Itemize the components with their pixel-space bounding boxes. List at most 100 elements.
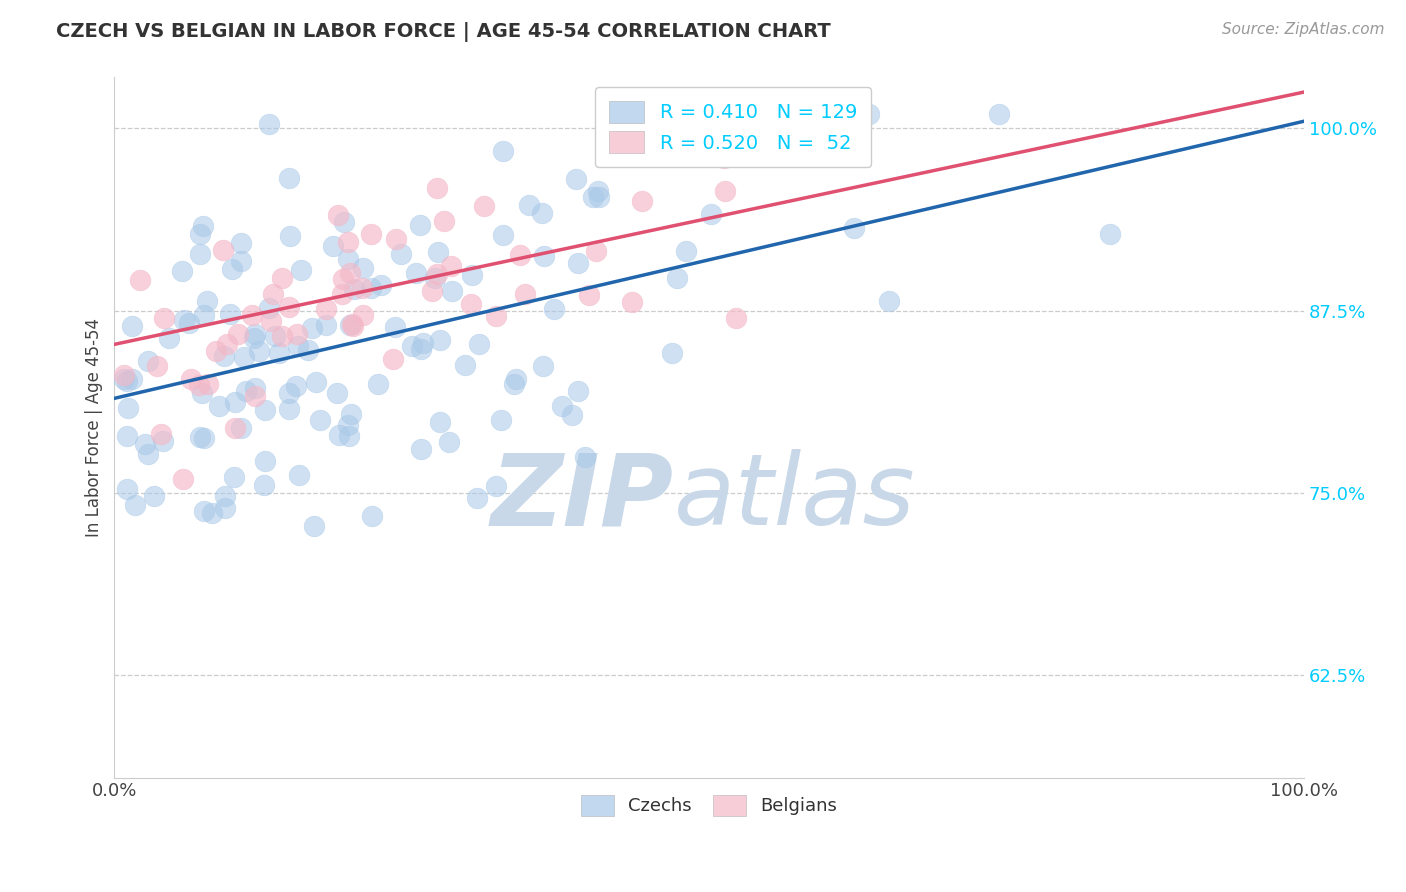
Point: [337, 252, 360, 266]
Point: [340, 407, 363, 421]
Point: [121, 372, 143, 386]
Point: [191, 386, 214, 401]
Point: [253, 453, 276, 467]
Point: [218, 307, 240, 321]
Point: [666, 271, 689, 285]
Point: [433, 214, 456, 228]
Point: [214, 500, 236, 515]
Point: [278, 170, 301, 185]
Point: [361, 509, 384, 524]
Point: [485, 309, 508, 323]
Point: [201, 506, 224, 520]
Point: [440, 284, 463, 298]
Point: [491, 228, 513, 243]
Point: [352, 260, 374, 275]
Point: [385, 232, 408, 246]
Point: [360, 281, 382, 295]
Point: [136, 447, 159, 461]
Point: [724, 311, 747, 326]
Point: [503, 376, 526, 391]
Point: [412, 336, 434, 351]
Point: [188, 430, 211, 444]
Legend: Czechs, Belgians: Czechs, Belgians: [572, 786, 846, 824]
Point: [427, 245, 450, 260]
Point: [173, 312, 195, 326]
Point: [288, 467, 311, 482]
Point: [429, 333, 451, 347]
Point: [342, 319, 364, 334]
Point: [243, 381, 266, 395]
Point: [271, 329, 294, 343]
Point: [304, 375, 326, 389]
Point: [117, 401, 139, 415]
Point: [1098, 227, 1121, 241]
Point: [382, 351, 405, 366]
Point: [543, 302, 565, 317]
Point: [315, 301, 337, 316]
Point: [193, 308, 215, 322]
Point: [586, 185, 609, 199]
Point: [426, 180, 449, 194]
Point: [242, 331, 264, 345]
Point: [278, 402, 301, 417]
Point: [429, 415, 451, 429]
Point: [253, 478, 276, 492]
Point: [333, 215, 356, 229]
Point: [326, 386, 349, 401]
Point: [340, 318, 363, 332]
Point: [157, 331, 180, 345]
Point: [188, 247, 211, 261]
Point: [197, 377, 219, 392]
Point: [153, 310, 176, 325]
Point: [208, 399, 231, 413]
Text: atlas: atlas: [673, 449, 915, 546]
Point: [533, 249, 555, 263]
Point: [551, 399, 574, 413]
Point: [117, 429, 139, 443]
Point: [193, 504, 215, 518]
Point: [564, 171, 586, 186]
Point: [253, 402, 276, 417]
Point: [409, 218, 432, 232]
Point: [437, 435, 460, 450]
Point: [231, 253, 253, 268]
Point: [370, 277, 392, 292]
Point: [517, 198, 540, 212]
Point: [278, 229, 301, 244]
Point: [121, 318, 143, 333]
Point: [212, 243, 235, 257]
Point: [505, 372, 527, 386]
Point: [465, 491, 488, 505]
Point: [409, 342, 432, 356]
Point: [326, 208, 349, 222]
Point: [172, 264, 194, 278]
Point: [420, 284, 443, 298]
Point: [401, 339, 423, 353]
Text: Source: ZipAtlas.com: Source: ZipAtlas.com: [1222, 22, 1385, 37]
Point: [858, 107, 880, 121]
Point: [172, 472, 194, 486]
Point: [343, 282, 366, 296]
Point: [152, 434, 174, 448]
Point: [332, 272, 354, 286]
Point: [149, 427, 172, 442]
Point: [226, 326, 249, 341]
Point: [578, 287, 600, 301]
Point: [367, 377, 389, 392]
Point: [204, 344, 226, 359]
Y-axis label: In Labor Force | Age 45-54: In Labor Force | Age 45-54: [86, 318, 103, 537]
Point: [472, 199, 495, 213]
Point: [328, 428, 350, 442]
Point: [492, 144, 515, 158]
Point: [224, 395, 246, 409]
Point: [277, 385, 299, 400]
Point: [619, 134, 641, 148]
Point: [567, 384, 589, 399]
Point: [352, 281, 374, 295]
Point: [243, 389, 266, 403]
Point: [212, 349, 235, 363]
Point: [513, 286, 536, 301]
Point: [620, 295, 643, 310]
Point: [233, 350, 256, 364]
Point: [352, 308, 374, 322]
